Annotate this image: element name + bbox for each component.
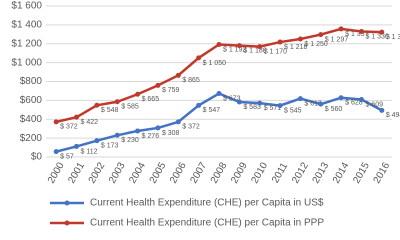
x-tick-label: 2004 xyxy=(127,160,148,185)
value-label: $ 583 xyxy=(243,104,261,111)
value-label: $ 1 180 xyxy=(243,47,266,54)
legend-marker xyxy=(64,200,70,206)
x-tick-label: 2010 xyxy=(250,160,271,185)
point xyxy=(318,101,324,107)
value-label: $ 628 xyxy=(345,100,363,107)
value-label: $ 372 xyxy=(60,124,78,131)
point xyxy=(236,43,242,49)
y-tick-label: $800 xyxy=(20,76,43,87)
point xyxy=(379,29,385,35)
value-label: $ 372 xyxy=(182,124,200,131)
x-tick-label: 2013 xyxy=(311,160,332,185)
y-tick-label: $200 xyxy=(20,133,43,144)
y-tick-label: $1 000 xyxy=(11,57,42,68)
point xyxy=(114,99,120,105)
point xyxy=(175,119,181,125)
point xyxy=(216,42,222,48)
value-label: $ 759 xyxy=(162,87,180,94)
value-label: $ 1 250 xyxy=(304,41,327,48)
point xyxy=(53,149,59,155)
point xyxy=(358,28,364,34)
value-label: $ 1 357 xyxy=(345,31,368,38)
point xyxy=(94,138,100,144)
value-label: $ 1 323 xyxy=(386,34,400,41)
point xyxy=(155,82,161,88)
value-label: $ 1 297 xyxy=(325,36,348,43)
x-tick-label: 2014 xyxy=(331,160,352,185)
value-label: $ 422 xyxy=(81,119,99,126)
value-label: $ 865 xyxy=(182,77,200,84)
value-label: $ 560 xyxy=(325,106,343,113)
x-tick-label: 2007 xyxy=(188,160,209,185)
y-tick-label: $1 600 xyxy=(11,1,42,12)
x-tick-label: 2006 xyxy=(168,160,189,185)
value-label: $ 665 xyxy=(142,96,160,103)
y-tick-label: $1 400 xyxy=(11,20,42,31)
point xyxy=(53,119,59,125)
x-tick-label: 2002 xyxy=(87,160,108,185)
value-label: $ 494 xyxy=(386,112,400,119)
x-tick-label: 2001 xyxy=(66,160,87,185)
legend-label: Current Health Expenditure (CHE) per Cap… xyxy=(90,218,324,229)
point xyxy=(196,55,202,61)
value-label: $ 547 xyxy=(203,107,221,114)
y-tick-label: $600 xyxy=(20,95,43,106)
legend-marker xyxy=(64,220,70,226)
x-tick-label: 2015 xyxy=(351,160,372,185)
point xyxy=(196,102,202,108)
chart: $0 $200 $400 $600 $800 $1 000 $1 200 $1 400 $1 6… xyxy=(11,1,400,229)
value-label: $ 673 xyxy=(223,95,241,102)
value-label: $ 308 xyxy=(162,130,180,137)
legend-label: Current Health Expenditure (CHE) per Cap… xyxy=(90,198,324,209)
value-label: $ 1 218 xyxy=(284,44,307,51)
point xyxy=(135,128,141,134)
value-label: $ 1 330 xyxy=(365,33,388,40)
x-tick-label: 2009 xyxy=(229,160,250,185)
point xyxy=(318,32,324,38)
point xyxy=(379,107,385,113)
value-label: $ 1 170 xyxy=(264,48,287,55)
point xyxy=(338,26,344,32)
value-label: $ 1 192 xyxy=(223,46,246,53)
value-label: $ 1 050 xyxy=(203,60,226,67)
point xyxy=(277,39,283,45)
point xyxy=(338,95,344,101)
value-label: $ 545 xyxy=(284,107,302,114)
x-tick-label: 2011 xyxy=(270,161,290,186)
value-label: $ 571 xyxy=(264,105,282,112)
point xyxy=(155,125,161,131)
value-label: $ 112 xyxy=(81,148,98,155)
value-label: $ 173 xyxy=(101,143,119,150)
point xyxy=(74,143,80,149)
y-tick-label: $400 xyxy=(20,114,43,125)
point xyxy=(216,90,222,96)
value-label: $ 609 xyxy=(365,101,383,108)
point xyxy=(135,91,141,97)
x-tick-label: 2008 xyxy=(209,160,230,185)
point xyxy=(358,97,364,103)
x-tick-label: 2016 xyxy=(372,160,393,185)
point xyxy=(74,114,80,120)
point xyxy=(297,96,303,102)
value-label: $ 619 xyxy=(304,100,322,107)
x-tick-label: 2000 xyxy=(46,160,67,185)
value-label: $ 585 xyxy=(121,104,139,111)
point xyxy=(175,72,181,78)
value-label: $ 276 xyxy=(142,133,160,140)
x-tick-label: 2005 xyxy=(148,160,169,185)
x-tick-label: 2012 xyxy=(290,160,311,185)
point xyxy=(257,100,263,106)
y-tick-label: $0 xyxy=(31,152,43,163)
point xyxy=(277,103,283,109)
value-label: $ 548 xyxy=(101,107,119,114)
point xyxy=(257,44,263,50)
value-label: $ 230 xyxy=(121,137,139,144)
x-tick-label: 2003 xyxy=(107,160,128,185)
point xyxy=(297,36,303,42)
point xyxy=(114,132,120,138)
point xyxy=(94,102,100,108)
point xyxy=(236,99,242,105)
y-tick-label: $1 200 xyxy=(11,38,42,49)
value-label: $ 57 xyxy=(60,153,74,160)
